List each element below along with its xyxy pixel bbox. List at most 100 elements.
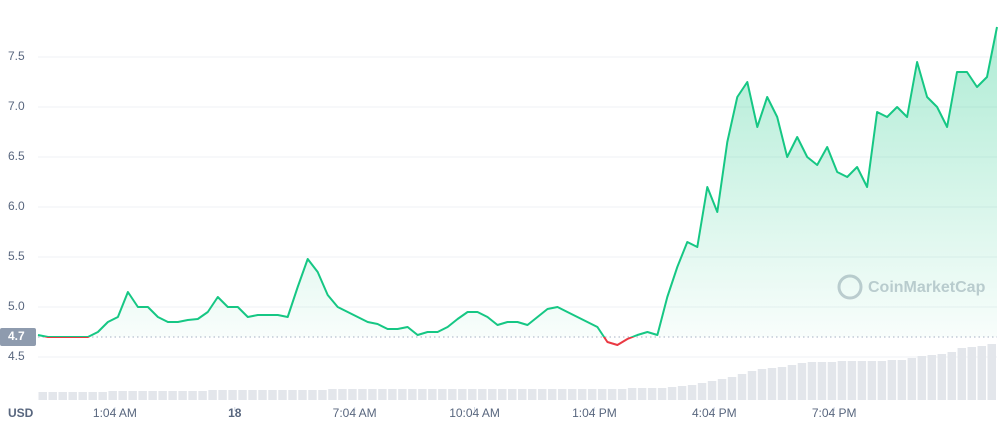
volume-bar [438,389,447,400]
volume-bar [518,389,527,400]
volume-bar [198,391,207,400]
volume-bar [567,389,577,400]
volume-bar [408,389,417,400]
volume-bar [478,389,487,400]
x-tick-label: 4:04 PM [692,406,737,420]
volume-bar [967,347,977,400]
volume-bar [957,348,967,400]
reference-label: 4.7 [8,329,25,343]
volume-bar [258,390,267,400]
volume-bar [178,391,187,400]
volume-bar [797,363,807,400]
volume-bar [268,390,277,400]
volume-bar [917,356,927,400]
volume-bar [577,389,587,400]
volume-bar [877,361,887,400]
volume-bar [418,389,427,400]
currency-label: USD [8,406,34,420]
volume-bar [148,391,157,400]
volume-bar [358,389,367,400]
volume-bar [827,362,837,400]
volume-bar [907,358,917,400]
volume-bar [388,389,397,400]
volume-bar [168,391,177,400]
volume-bar [428,389,437,400]
volume-bar [38,392,47,400]
volume-bar [537,389,547,400]
volume-bar [787,365,797,400]
volume-bar [587,389,597,400]
volume-bar [667,387,677,400]
volume-bar [927,355,937,400]
volume-bar [128,391,137,400]
volume-bar [188,391,197,400]
volume-bar [547,389,557,400]
volume-bar [747,371,757,400]
volume-bar [118,391,127,400]
volume-bar [218,390,227,400]
volume-bar [368,389,377,400]
volume-bar [138,391,147,400]
x-tick-label: 1:04 PM [572,406,617,420]
volume-bar [837,361,847,400]
volume-bar [737,374,747,400]
volume-bar [657,388,667,400]
volume-bar [78,392,87,400]
volume-bar [58,392,67,400]
y-tick-label: 7.0 [8,99,25,113]
volume-bar [278,390,287,400]
volume-bar [887,360,897,400]
volume-bar [857,361,867,400]
x-tick-label: 7:04 PM [812,406,857,420]
y-tick-label: 4.5 [8,349,25,363]
volume-bar [228,390,237,400]
volume-bar [48,392,57,400]
volume-bar [348,389,357,400]
volume-bar [637,388,647,400]
y-tick-label: 6.5 [8,149,25,163]
volume-bar [108,391,117,400]
volume-bar [947,352,957,400]
volume-bar [68,392,77,400]
volume-bar [607,389,617,400]
volume-bar [987,344,996,400]
x-tick-label: 1:04 AM [93,406,137,420]
volume-bar [557,389,567,400]
volume-bar [647,388,657,400]
volume-bar [248,390,257,400]
volume-bar [288,390,297,400]
volume-bar [98,392,107,400]
volume-bar [458,389,467,400]
volume-bar [697,383,707,400]
volume-bar [777,367,787,400]
volume-bar [468,389,477,400]
volume-bar [627,388,637,400]
volume-bar [298,390,307,400]
volume-bar [328,389,337,400]
volume-bar [757,369,767,400]
volume-bar [88,392,97,400]
volume-bar [897,360,907,400]
volume-bar [847,361,857,400]
y-tick-label: 7.5 [8,49,25,63]
volume-bar [338,389,347,400]
volume-bar [687,385,697,400]
volume-bar [707,381,717,400]
volume-bar [807,362,817,400]
volume-bar [448,389,457,400]
y-tick-label: 5.5 [8,249,25,263]
volume-bar [488,389,497,400]
volume-bar [378,389,387,400]
volume-bar [767,368,777,400]
volume-bar [527,389,537,400]
volume-bar [597,389,607,400]
y-tick-label: 5.0 [8,299,25,313]
volume-bar [937,354,947,400]
volume-bar [617,389,627,400]
volume-bar [867,361,877,400]
volume-bar [817,362,827,400]
y-tick-label: 6.0 [8,199,25,213]
x-tick-label: 10:04 AM [449,406,500,420]
volume-bar [158,391,167,400]
